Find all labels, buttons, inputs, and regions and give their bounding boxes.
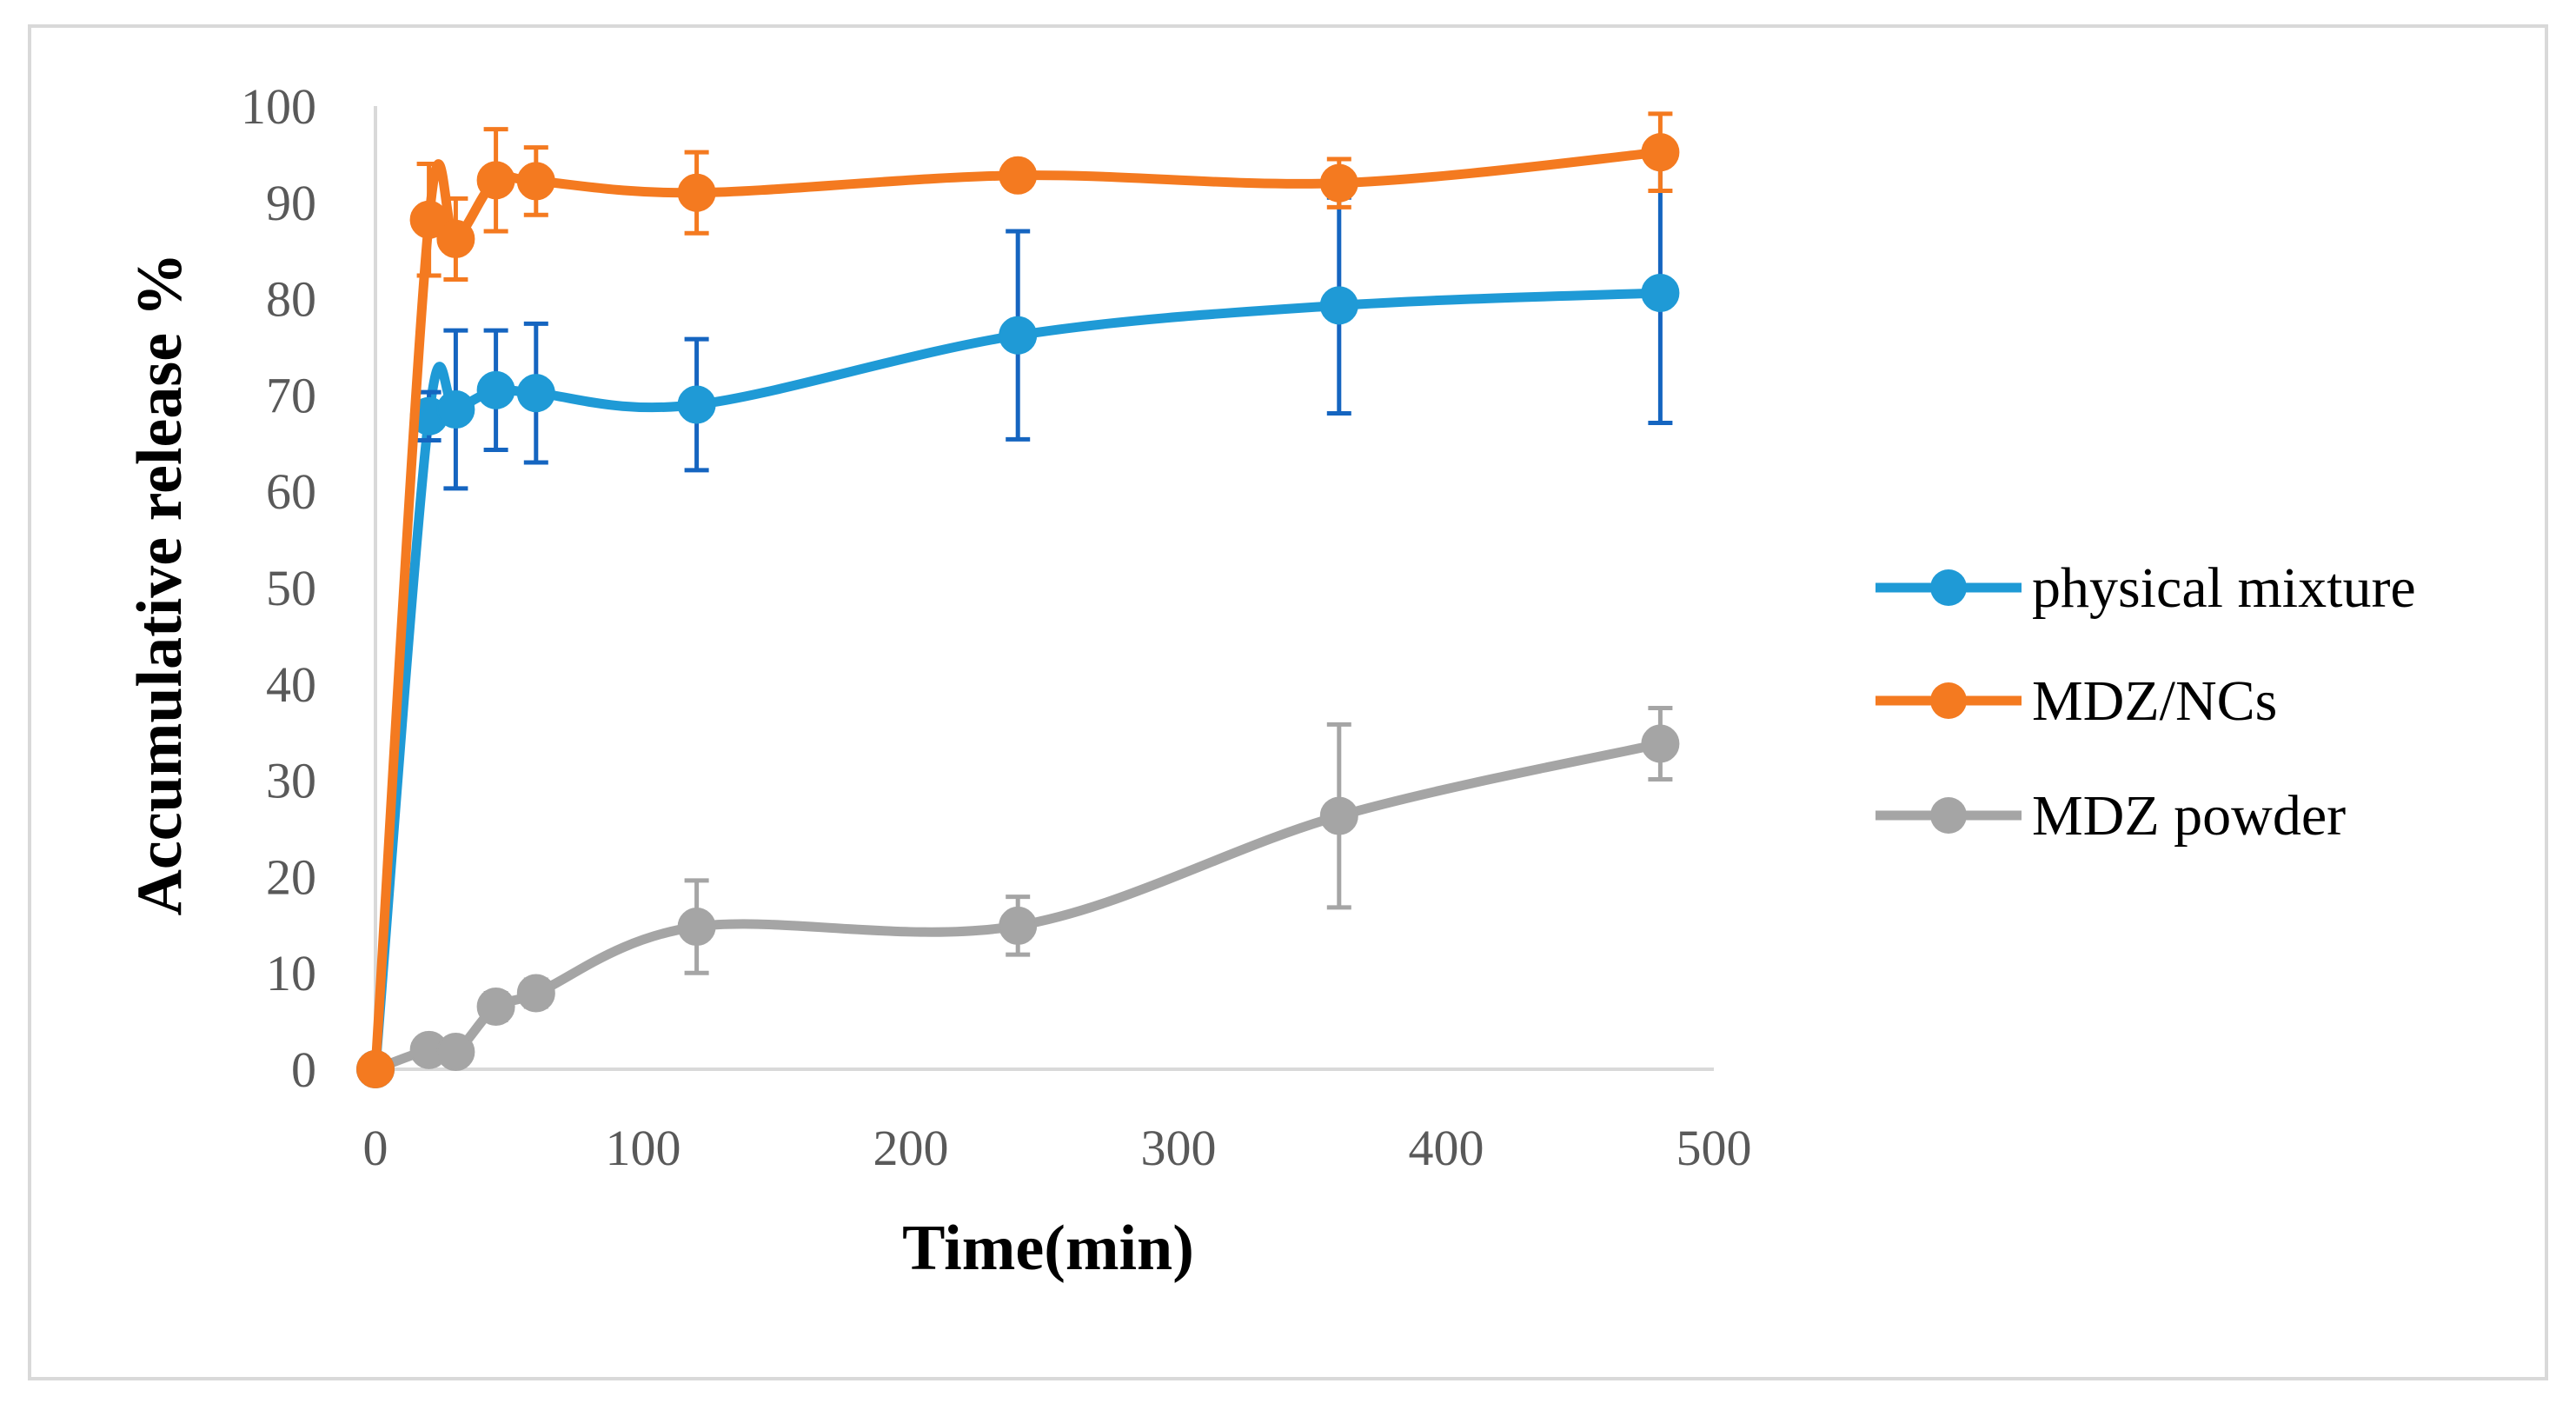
- legend: physical mixture MDZ/NCs MDZ powder: [1876, 556, 2416, 848]
- y-tick-label: 30: [266, 753, 316, 809]
- legend-swatch-marker: [1930, 682, 1967, 719]
- data-point: [677, 908, 716, 947]
- data-point: [999, 906, 1038, 945]
- y-tick-label: 80: [266, 271, 316, 328]
- series-line: [370, 288, 1665, 1074]
- data-point: [436, 219, 475, 258]
- data-point: [356, 1050, 395, 1088]
- y-tick-label: 40: [266, 656, 316, 713]
- y-tick-label: 60: [266, 463, 316, 520]
- y-tick-label: 20: [266, 848, 316, 905]
- series-mdz-ncs: [356, 111, 1680, 1088]
- data-point: [516, 374, 555, 413]
- legend-swatch-marker: [1930, 797, 1967, 834]
- legend-item: MDZ/NCs: [1876, 669, 2277, 733]
- legend-label: MDZ powder: [2032, 784, 2346, 848]
- x-tick-label: 100: [606, 1120, 681, 1176]
- legend-item: MDZ powder: [1876, 784, 2346, 848]
- data-point: [1641, 273, 1680, 312]
- x-axis-title: Time(min): [902, 1213, 1194, 1284]
- y-tick-label: 0: [291, 1041, 316, 1098]
- data-point: [409, 200, 448, 239]
- legend-swatch-marker: [1930, 569, 1967, 606]
- data-point: [476, 370, 515, 409]
- x-tick-label: 500: [1676, 1120, 1752, 1176]
- x-tick-label: 0: [363, 1120, 388, 1176]
- y-tick-label: 50: [266, 560, 316, 616]
- data-point: [677, 173, 716, 212]
- y-tick-label: 10: [266, 945, 316, 1001]
- data-point: [476, 161, 515, 200]
- data-point: [516, 974, 555, 1013]
- data-point: [436, 1033, 475, 1072]
- data-point: [476, 987, 515, 1026]
- data-point: [1319, 796, 1358, 835]
- data-point: [516, 162, 555, 201]
- legend-label: physical mixture: [2032, 556, 2416, 620]
- x-tick-label: 200: [873, 1120, 949, 1176]
- y-tick-label: 90: [266, 175, 316, 231]
- legend-item: physical mixture: [1876, 556, 2416, 620]
- y-tick-label: 70: [266, 367, 316, 423]
- x-tick-label: 400: [1409, 1120, 1484, 1176]
- data-point: [1641, 133, 1680, 172]
- x-tick-label: 300: [1141, 1120, 1217, 1176]
- plot-layer: 0 10 20 30 40 50 60 70 80 90 100 0 100 200 300 400 500: [241, 78, 1752, 1176]
- data-point: [436, 390, 475, 429]
- data-point: [677, 385, 716, 424]
- data-point: [1319, 163, 1358, 203]
- data-point: [1641, 724, 1680, 763]
- y-tick-label: 100: [241, 78, 316, 135]
- legend-label: MDZ/NCs: [2032, 669, 2277, 733]
- data-point: [999, 316, 1038, 355]
- data-point: [1319, 286, 1358, 325]
- y-axis-title: Accumulative release %: [124, 252, 196, 915]
- data-point: [999, 156, 1038, 195]
